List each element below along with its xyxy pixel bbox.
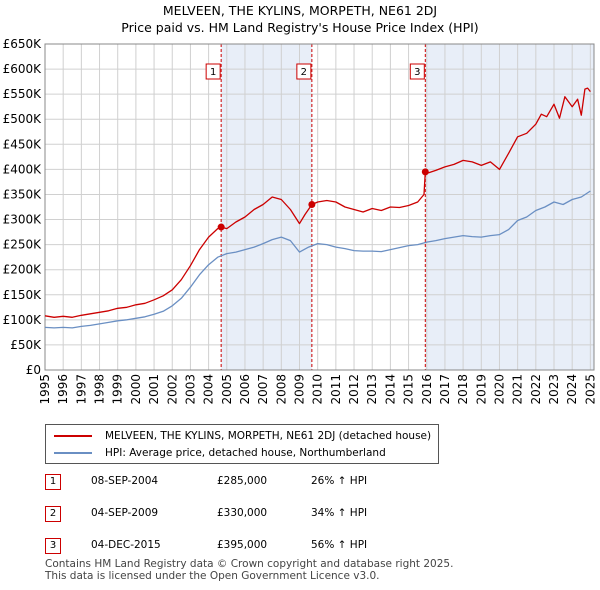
sale-number-marker: 1 — [205, 63, 221, 80]
sale-hpi-diff: 56% ↑ HPI — [311, 539, 368, 551]
sale-hpi-diff: 26% ↑ HPI — [311, 475, 368, 487]
footer-line1: Contains HM Land Registry data © Crown c… — [45, 558, 454, 570]
x-tick-label: 2009 — [293, 374, 307, 405]
sale-price: £395,000 — [217, 539, 268, 551]
sale-date: 04-DEC-2015 — [91, 539, 161, 551]
sale-number-label: 3 — [414, 67, 420, 78]
sale-number-box — [205, 63, 221, 80]
y-tick-label: £450K — [3, 137, 43, 151]
legend-item-property: MELVEEN, THE KYLINS, MORPETH, NE61 2DJ (… — [54, 428, 431, 444]
table-row: 1 08-SEP-2004 £285,000 26% ↑ HPI — [45, 474, 465, 492]
x-tick-label: 2005 — [220, 374, 234, 405]
x-tick-label: 2012 — [347, 374, 361, 405]
y-tick-label: £600K — [3, 62, 43, 76]
x-tick-label: 2004 — [202, 374, 216, 405]
sale-number-badge: 2 — [45, 506, 61, 522]
sale-number-marker: 3 — [409, 63, 425, 80]
x-tick-label: 2017 — [438, 374, 452, 405]
x-tick-label: 2014 — [383, 374, 397, 405]
footer-attribution: Contains HM Land Registry data © Crown c… — [45, 558, 454, 582]
x-tick-label: 1995 — [38, 374, 52, 405]
y-tick-label: £200K — [3, 263, 43, 277]
x-tick-label: 2016 — [420, 374, 434, 405]
shaded-range — [221, 44, 312, 370]
sale-markers: 1 2 3 — [205, 63, 429, 231]
sale-point — [217, 223, 225, 231]
x-tick-label: 2024 — [565, 374, 579, 405]
x-tick-label: 2010 — [311, 374, 325, 405]
y-tick-label: £500K — [3, 112, 43, 126]
x-tick-label: 2021 — [511, 374, 525, 405]
sale-number-label: 1 — [210, 67, 216, 78]
y-axis-ticks: £0 £50K £100K £150K £200K £250K £300K £350K £400… — [3, 37, 43, 377]
footer-line2: This data is licensed under the Open Gov… — [45, 569, 380, 582]
chart-title-line1: MELVEEN, THE KYLINS, MORPETH, NE61 2DJ — [162, 3, 438, 18]
series-line-hpi — [44, 190, 591, 329]
plot-area-frame — [44, 43, 595, 371]
sale-number-badge: 3 — [45, 538, 61, 554]
legend-label-hpi: HPI: Average price, detached house, Nort… — [105, 447, 386, 459]
x-tick-label: 2025 — [583, 374, 597, 405]
y-tick-label: £650K — [3, 37, 43, 51]
x-tick-label: 2008 — [274, 374, 288, 405]
sale-point — [308, 200, 316, 208]
x-tick-label: 2000 — [129, 374, 143, 405]
x-tick-label: 2011 — [329, 374, 343, 405]
chart-title-line2: Price paid vs. HM Land Registry's House … — [121, 20, 479, 35]
legend-swatch-property — [54, 435, 92, 437]
price-chart: 1 2 3 £0 £50K £100K £150K £200K £250K £300K £350K… — [3, 37, 598, 405]
series-line-property — [44, 87, 591, 318]
legend-swatch-hpi — [54, 452, 92, 454]
sale-price: £285,000 — [217, 475, 268, 487]
y-tick-label: £0 — [26, 363, 41, 377]
x-tick-label: 2002 — [165, 374, 179, 405]
y-tick-label: £300K — [3, 213, 43, 227]
series-lines — [44, 87, 591, 329]
y-tick-label: £550K — [3, 87, 43, 101]
x-tick-label: 1998 — [93, 374, 107, 405]
table-row: 2 04-SEP-2009 £330,000 34% ↑ HPI — [45, 506, 465, 524]
y-tick-label: £100K — [3, 313, 43, 327]
y-tick-label: £400K — [3, 162, 43, 176]
x-tick-label: 2022 — [529, 374, 543, 405]
x-tick-label: 2020 — [492, 374, 506, 405]
x-tick-label: 2015 — [402, 374, 416, 405]
legend: MELVEEN, THE KYLINS, MORPETH, NE61 2DJ (… — [45, 424, 439, 464]
sale-number-box — [409, 63, 425, 80]
sale-date: 08-SEP-2004 — [91, 475, 159, 487]
y-tick-label: £150K — [3, 288, 43, 302]
sale-date: 04-SEP-2009 — [91, 507, 159, 519]
sale-price: £330,000 — [217, 507, 268, 519]
sale-hpi-diff: 34% ↑ HPI — [311, 507, 368, 519]
x-tick-label: 2003 — [183, 374, 197, 405]
x-tick-label: 2006 — [238, 374, 252, 405]
y-tick-label: £350K — [3, 187, 43, 201]
sale-number-marker: 2 — [296, 63, 312, 80]
sale-point — [421, 168, 429, 176]
gridlines — [44, 43, 594, 371]
sale-number-label: 2 — [301, 67, 307, 78]
x-tick-label: 2023 — [547, 374, 561, 405]
x-tick-label: 2007 — [256, 374, 270, 405]
shaded-periods — [221, 44, 594, 370]
x-tick-label: 2001 — [147, 374, 161, 405]
sale-number-badge: 1 — [45, 474, 61, 490]
legend-item-hpi: HPI: Average price, detached house, Nort… — [54, 445, 386, 461]
shaded-range — [425, 44, 594, 370]
x-axis-ticks: 1995 1996 1997 1998 1999 2000 2001 2002 2003 2004… — [38, 374, 597, 405]
x-tick-label: 1996 — [56, 374, 70, 405]
table-row: 3 04-DEC-2015 £395,000 56% ↑ HPI — [45, 538, 465, 556]
sale-number-box — [296, 63, 312, 80]
y-tick-label: £50K — [10, 338, 42, 352]
x-tick-label: 1997 — [74, 374, 88, 405]
legend-label-property: MELVEEN, THE KYLINS, MORPETH, NE61 2DJ (… — [105, 430, 432, 442]
x-tick-label: 1999 — [111, 374, 125, 405]
y-tick-label: £250K — [3, 238, 43, 252]
x-tick-label: 2013 — [365, 374, 379, 405]
x-tick-label: 2018 — [456, 374, 470, 405]
chart-title: MELVEEN, THE KYLINS, MORPETH, NE61 2DJ P… — [0, 2, 600, 36]
x-tick-label: 2019 — [474, 374, 488, 405]
